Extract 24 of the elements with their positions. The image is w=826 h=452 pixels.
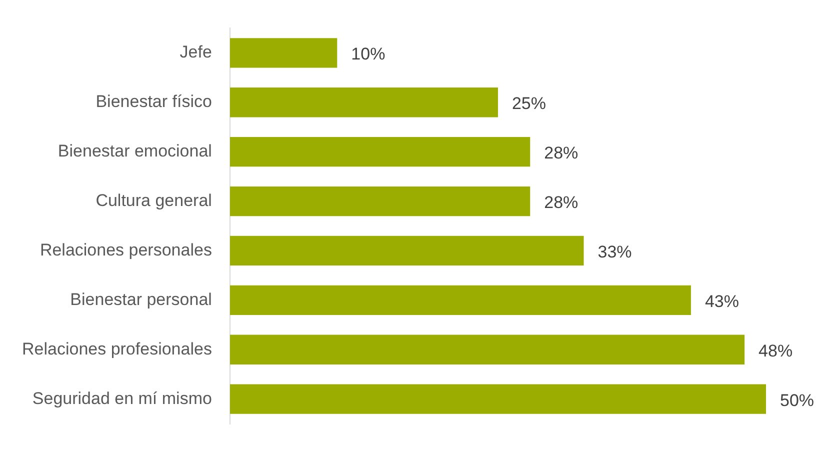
bar bbox=[230, 88, 498, 118]
y-tick-label: Bienestar personal bbox=[70, 290, 212, 309]
y-tick-label: Bienestar emocional bbox=[58, 142, 212, 161]
data-label: 25% bbox=[512, 94, 546, 114]
bar bbox=[230, 236, 584, 266]
bar bbox=[230, 38, 338, 68]
y-tick-label: Relaciones profesionales bbox=[22, 339, 212, 358]
bar bbox=[230, 384, 766, 414]
bar bbox=[230, 285, 691, 316]
data-label: 10% bbox=[351, 44, 386, 64]
data-label: 28% bbox=[544, 192, 578, 212]
bar bbox=[230, 136, 530, 167]
y-tick-label: Relaciones personales bbox=[40, 240, 212, 260]
y-tick-label: Seguridad en mí mismo bbox=[32, 388, 212, 408]
y-tick-label: Cultura general bbox=[96, 190, 212, 210]
data-label: 33% bbox=[598, 242, 632, 262]
data-label: 43% bbox=[704, 292, 739, 311]
y-tick-label: Jefe bbox=[180, 42, 212, 62]
bar bbox=[230, 186, 530, 216]
y-tick-label: Bienestar físico bbox=[96, 92, 212, 112]
data-label: 48% bbox=[758, 341, 793, 360]
data-label: 28% bbox=[544, 144, 578, 163]
bar bbox=[230, 334, 745, 364]
data-label: 50% bbox=[780, 390, 814, 410]
